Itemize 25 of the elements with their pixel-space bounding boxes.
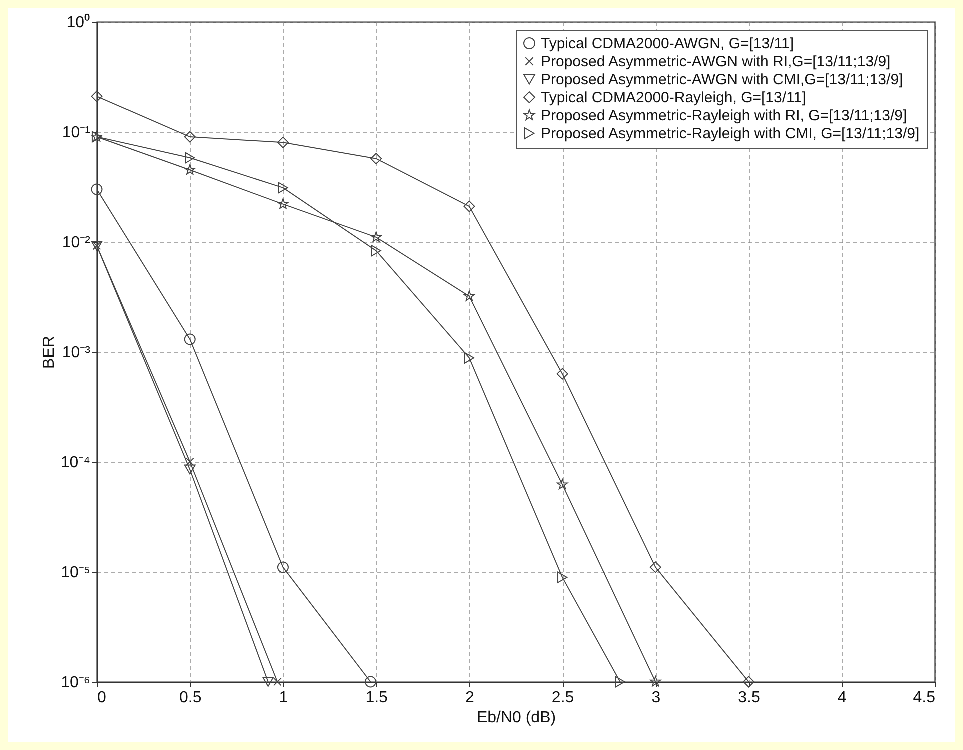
legend-label: Proposed Asymmetric-Rayleigh with CMI, G=[13/11;13/9] — [541, 126, 920, 142]
x-tick-label: 2 — [465, 690, 474, 706]
legend-label: Typical CDMA2000-Rayleigh, G=[13/11] — [541, 90, 806, 106]
y-tick-label: 10⁻¹ — [62, 124, 90, 142]
legend-label: Proposed Asymmetric-AWGN with RI,G=[13/11;13/9] — [541, 54, 891, 70]
legend-label: Proposed Asymmetric-AWGN with CMI,G=[13/11;13/9] — [541, 72, 904, 88]
y-tick-label: 10⁻⁴ — [60, 454, 91, 472]
y-tick-label: 10⁻³ — [62, 344, 92, 362]
y-tick-label: 10⁻⁵ — [61, 564, 90, 582]
x-tick-label: 0 — [98, 690, 106, 706]
x-tick-label: 1 — [279, 690, 288, 706]
x-tick-label: 4.5 — [913, 690, 936, 706]
x-tick-label: 1.5 — [366, 690, 388, 706]
x-tick-label: 3.5 — [738, 690, 760, 706]
y-tick-label: 10⁰ — [66, 14, 90, 32]
y-tick-label: 10⁻² — [62, 234, 92, 252]
y-tick-label: 10⁻⁶ — [61, 674, 90, 692]
x-tick-label: 4 — [838, 690, 847, 706]
x-tick-label: 0.5 — [179, 690, 202, 706]
x-tick-label: 3 — [652, 690, 661, 706]
y-axis-title: BER — [40, 336, 58, 369]
x-tick-label: 2.5 — [552, 690, 574, 706]
legend-label: Typical CDMA2000-AWGN, G=[13/11] — [541, 36, 794, 52]
legend-label: Proposed Asymmetric-Rayleigh with RI, G=[13/11;13/9] — [541, 108, 908, 124]
x-axis-title: Eb/N0 (dB) — [476, 710, 556, 726]
